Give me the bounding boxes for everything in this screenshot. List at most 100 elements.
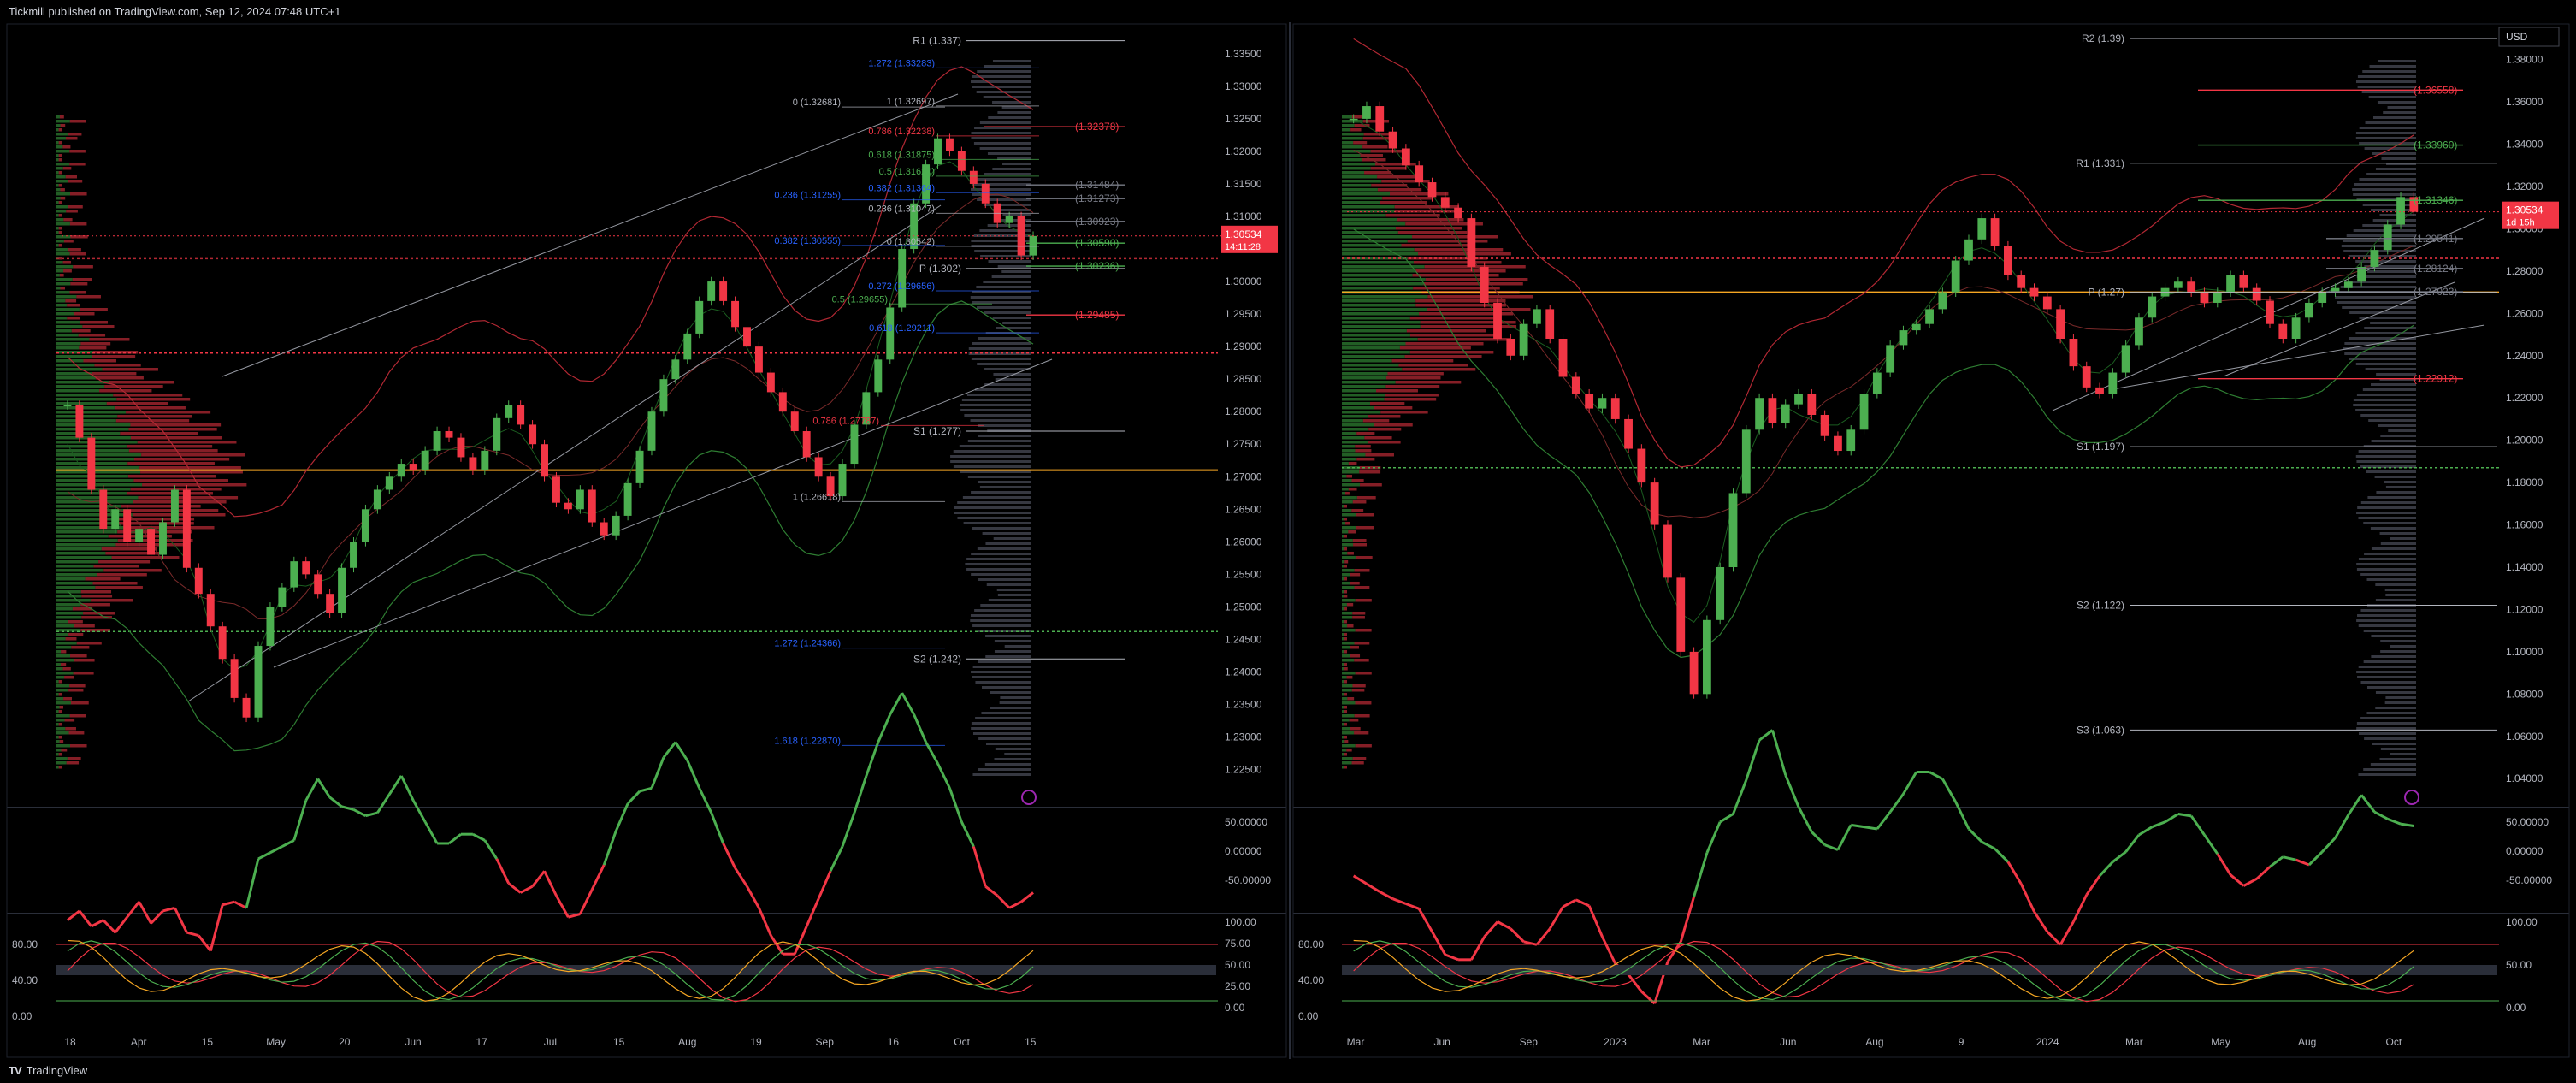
momentum-line bbox=[423, 821, 439, 844]
volume-bar bbox=[1342, 325, 1421, 328]
volume-bar bbox=[1352, 616, 1365, 619]
volume-bar bbox=[56, 381, 109, 384]
candle bbox=[1029, 235, 1037, 256]
momentum-line bbox=[662, 741, 677, 759]
volume-bar bbox=[1342, 445, 1356, 448]
time-tick: 19 bbox=[750, 1036, 762, 1048]
volume-bar bbox=[56, 385, 105, 388]
candle bbox=[170, 489, 179, 523]
candle bbox=[469, 457, 477, 470]
momentum-line bbox=[913, 713, 927, 743]
candle bbox=[135, 529, 144, 542]
brand[interactable]: TV TradingView bbox=[9, 1064, 87, 1077]
volume-bar bbox=[1342, 359, 1392, 363]
volume-bar bbox=[1342, 381, 1396, 384]
volume-bar bbox=[1342, 530, 1349, 534]
momentum-line bbox=[2347, 794, 2363, 816]
volume-bar bbox=[1352, 539, 1367, 542]
volume-bar bbox=[56, 595, 82, 598]
volume-bar bbox=[70, 282, 88, 286]
volume-bar bbox=[2356, 394, 2416, 396]
volume-bar bbox=[1342, 158, 1362, 162]
volume-bar bbox=[1349, 719, 1359, 722]
candle bbox=[1886, 345, 1895, 373]
candle bbox=[194, 567, 203, 595]
volume-bar bbox=[1405, 222, 1483, 226]
volume-bar bbox=[70, 235, 88, 239]
volume-bar bbox=[63, 240, 74, 243]
volume-bar bbox=[1397, 218, 1464, 222]
volume-bar bbox=[56, 295, 77, 299]
momentum-line bbox=[507, 882, 522, 894]
momentum-line bbox=[399, 775, 415, 802]
volume-bar bbox=[2364, 147, 2416, 150]
volume-bar bbox=[979, 229, 1031, 232]
volume-bar bbox=[1385, 376, 1441, 380]
volume-bar bbox=[997, 594, 1031, 596]
volume-bar bbox=[1407, 257, 1488, 260]
volume-bar bbox=[1342, 693, 1344, 696]
volume-bar bbox=[1412, 274, 1499, 277]
volume-bar bbox=[56, 154, 59, 157]
volume-bar bbox=[985, 542, 1031, 545]
chart-canvas[interactable]: R1 (1.337) P (1.302) S1 (1.277) S2 (1.242) (… bbox=[0, 0, 2576, 1059]
volume-bar bbox=[960, 404, 1031, 406]
volume-bar bbox=[2347, 281, 2416, 283]
candle bbox=[123, 509, 132, 542]
candle bbox=[623, 482, 632, 516]
volume-bar bbox=[1344, 740, 1349, 743]
volume-bar bbox=[1355, 445, 1371, 448]
volume-bar bbox=[2341, 245, 2416, 247]
volume-bar bbox=[2359, 178, 2416, 180]
volume-bar bbox=[1350, 727, 1361, 731]
volume-bar bbox=[74, 624, 95, 628]
volume-bar bbox=[76, 295, 101, 299]
volume-bar bbox=[1377, 175, 1421, 179]
volume-bar bbox=[977, 198, 1031, 201]
momentum-line bbox=[1693, 852, 1709, 897]
time-tick: May bbox=[266, 1036, 286, 1048]
momentum-line bbox=[543, 870, 558, 897]
price-tick: 1.26000 bbox=[1225, 536, 1262, 547]
price-tick: 1.34000 bbox=[2506, 139, 2544, 151]
volume-bar bbox=[2390, 753, 2416, 755]
candle bbox=[1872, 372, 1882, 394]
osc2-right-tick: 25.00 bbox=[1225, 980, 1250, 992]
volume-bar bbox=[1348, 488, 1357, 491]
candle bbox=[2370, 250, 2379, 267]
volume-bar bbox=[1342, 492, 1346, 495]
volume-bar bbox=[1342, 749, 1347, 752]
volume-bar bbox=[117, 415, 192, 418]
volume-bar bbox=[127, 475, 216, 478]
volume-bar bbox=[64, 719, 75, 722]
volume-bar bbox=[1342, 723, 1344, 726]
momentum-line bbox=[341, 805, 354, 811]
volume-bar bbox=[1355, 672, 1372, 675]
volume-bar bbox=[1342, 560, 1345, 564]
volume-bar bbox=[2340, 286, 2416, 288]
volume-bar bbox=[1362, 419, 1390, 423]
candle bbox=[1533, 309, 1541, 324]
momentum-line bbox=[877, 713, 892, 743]
momentum-line bbox=[138, 901, 152, 925]
volume-bar bbox=[67, 304, 80, 307]
momentum-line bbox=[936, 762, 951, 790]
volume-bar bbox=[995, 378, 1031, 381]
volume-bar bbox=[2359, 127, 2416, 129]
candle bbox=[1375, 106, 1385, 132]
volume-bar bbox=[56, 334, 79, 337]
volume-bar bbox=[67, 757, 81, 760]
volume-bar bbox=[1359, 470, 1381, 474]
candle bbox=[659, 379, 668, 412]
volume-bar bbox=[1354, 714, 1370, 718]
volume-bar bbox=[1402, 368, 1476, 371]
volume-bar bbox=[1409, 351, 1494, 354]
volume-bar bbox=[1342, 667, 1345, 671]
volume-bar bbox=[127, 462, 215, 465]
candle bbox=[2082, 366, 2091, 388]
volume-bar bbox=[56, 714, 70, 718]
candle bbox=[2069, 339, 2078, 367]
level-label: (1.36558) bbox=[2414, 84, 2457, 96]
volume-bar bbox=[2365, 121, 2416, 124]
volume-bar bbox=[56, 458, 134, 461]
